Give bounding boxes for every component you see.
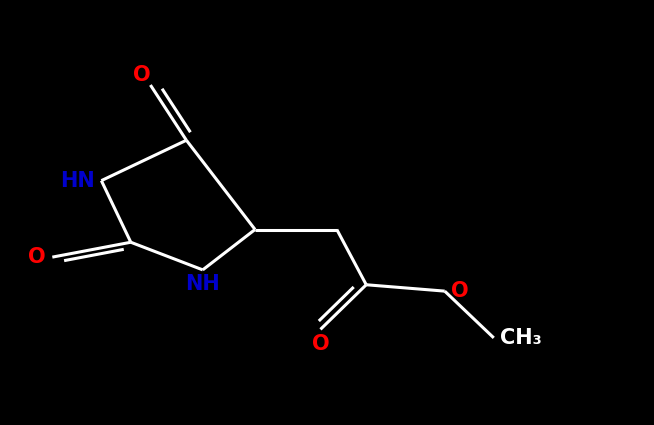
Text: NH: NH [185, 274, 220, 294]
Text: O: O [133, 65, 150, 85]
Text: O: O [312, 334, 329, 354]
Text: O: O [28, 247, 46, 267]
Text: CH₃: CH₃ [500, 328, 542, 348]
Text: HN: HN [60, 170, 95, 191]
Text: O: O [451, 281, 469, 301]
